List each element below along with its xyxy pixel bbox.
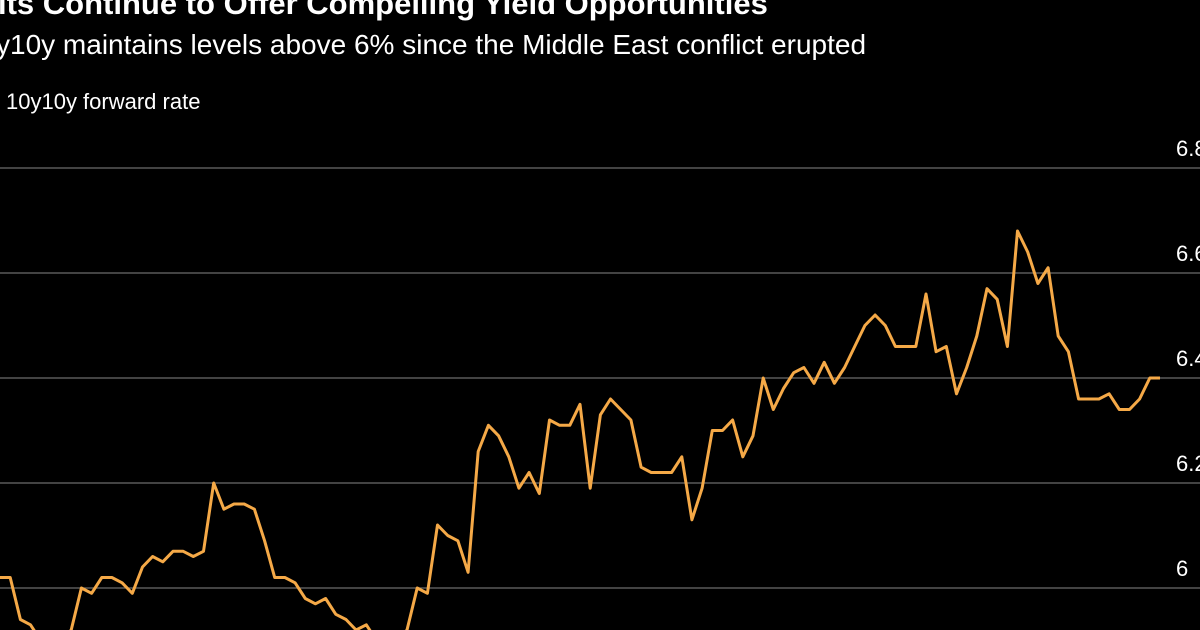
y-tick-label: 6.6 xyxy=(1176,241,1200,266)
y-tick-label: 6.2 xyxy=(1176,451,1200,476)
y-tick-label: 6 xyxy=(1176,556,1188,581)
line-series xyxy=(0,229,1160,630)
chart-title: lts Continue to Offer Compelling Yield O… xyxy=(0,0,768,21)
chart-subtitle: y10y maintains levels above 6% since the… xyxy=(0,29,866,60)
legend-label: 10y10y forward rate xyxy=(6,89,200,114)
y-tick-label: 6.8 xyxy=(1176,136,1200,161)
y-tick-label: 6.4 xyxy=(1176,346,1200,371)
